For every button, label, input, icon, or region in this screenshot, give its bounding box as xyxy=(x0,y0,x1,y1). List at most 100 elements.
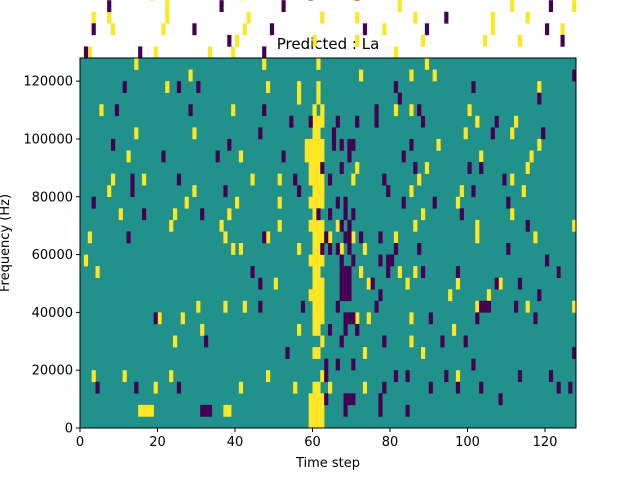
high-value-cell xyxy=(308,162,313,174)
high-value-cell xyxy=(312,300,317,313)
high-value-cell xyxy=(479,150,484,163)
high-value-cell xyxy=(142,173,147,186)
low-value-cell xyxy=(153,312,158,325)
low-value-cell xyxy=(479,381,484,394)
low-value-cell xyxy=(572,69,577,82)
low-value-cell xyxy=(494,115,499,128)
high-value-cell xyxy=(359,266,364,278)
high-value-cell xyxy=(312,277,317,290)
high-value-cell xyxy=(223,231,228,244)
high-value-cell xyxy=(308,393,313,406)
low-value-cell xyxy=(382,381,387,394)
high-value-cell xyxy=(459,185,464,198)
low-value-cell xyxy=(459,208,464,221)
low-value-cell xyxy=(556,381,561,394)
high-value-cell xyxy=(382,23,387,36)
high-value-cell xyxy=(312,173,317,186)
high-value-cell xyxy=(316,347,321,359)
high-value-cell xyxy=(355,312,360,325)
high-value-cell xyxy=(312,289,317,302)
low-value-cell xyxy=(479,300,484,313)
high-value-cell xyxy=(312,393,317,406)
high-value-cell xyxy=(514,115,519,128)
high-value-cell xyxy=(560,23,565,36)
high-value-cell xyxy=(328,381,333,394)
high-value-cell xyxy=(335,219,340,232)
low-value-cell xyxy=(339,138,344,151)
high-value-cell xyxy=(312,104,317,117)
low-value-cell xyxy=(207,404,213,417)
high-value-cell xyxy=(312,185,317,198)
low-value-cell xyxy=(308,115,313,128)
high-value-cell xyxy=(312,243,317,255)
high-value-cell xyxy=(316,196,321,209)
low-value-cell xyxy=(471,358,476,371)
high-value-cell xyxy=(223,404,228,417)
low-value-cell xyxy=(483,300,488,313)
high-value-cell xyxy=(157,312,162,325)
low-value-cell xyxy=(320,162,325,174)
low-value-cell xyxy=(297,185,302,198)
low-value-cell xyxy=(324,393,329,406)
low-value-cell xyxy=(525,219,530,232)
high-value-cell xyxy=(165,0,170,13)
high-value-cell xyxy=(83,254,89,267)
chart-title: Predicted : La xyxy=(277,35,380,53)
low-value-cell xyxy=(176,81,182,93)
y-tick-label: 100000 xyxy=(23,132,73,147)
low-value-cell xyxy=(339,266,344,278)
low-value-cell xyxy=(401,150,406,163)
low-value-cell xyxy=(192,23,197,36)
low-value-cell xyxy=(471,185,476,198)
high-value-cell xyxy=(510,0,515,13)
high-value-cell xyxy=(316,150,321,163)
high-value-cell xyxy=(227,208,232,221)
high-value-cell xyxy=(537,138,542,151)
low-value-cell xyxy=(467,162,472,174)
low-value-cell xyxy=(514,300,519,313)
high-value-cell xyxy=(316,381,321,394)
high-value-cell xyxy=(533,231,538,244)
low-value-cell xyxy=(440,335,445,348)
high-value-cell xyxy=(393,231,399,244)
low-value-cell xyxy=(347,138,352,151)
x-tick-label: 80 xyxy=(382,435,399,450)
high-value-cell xyxy=(312,138,317,151)
high-value-cell xyxy=(355,34,360,47)
high-value-cell xyxy=(362,381,368,394)
high-value-cell xyxy=(572,300,577,313)
high-value-cell xyxy=(355,11,360,24)
low-value-cell xyxy=(494,277,499,290)
high-value-cell xyxy=(320,312,325,325)
high-value-cell xyxy=(366,277,371,290)
low-value-cell xyxy=(475,312,480,325)
high-value-cell xyxy=(277,173,282,186)
low-value-cell xyxy=(335,358,340,371)
high-value-cell xyxy=(328,231,333,244)
low-value-cell xyxy=(351,358,356,371)
low-value-cell xyxy=(386,254,391,267)
low-value-cell xyxy=(463,335,468,348)
low-value-cell xyxy=(378,231,383,244)
high-value-cell xyxy=(316,219,321,232)
low-value-cell xyxy=(405,370,410,383)
high-value-cell xyxy=(409,104,414,117)
high-value-cell xyxy=(297,81,302,93)
high-value-cell xyxy=(320,300,325,313)
low-value-cell xyxy=(328,323,333,336)
high-value-cell xyxy=(145,404,151,417)
low-value-cell xyxy=(188,104,193,117)
plot-frame xyxy=(79,57,577,429)
high-value-cell xyxy=(312,231,317,244)
low-value-cell xyxy=(471,81,476,93)
high-value-cell xyxy=(312,219,317,232)
high-value-cell xyxy=(320,277,325,290)
low-value-cell xyxy=(262,46,267,59)
low-value-cell xyxy=(289,115,294,128)
high-value-cell xyxy=(238,381,244,394)
high-value-cell xyxy=(273,277,278,290)
low-value-cell xyxy=(444,11,449,24)
low-value-cell xyxy=(335,196,340,209)
low-value-cell xyxy=(328,173,333,186)
low-value-cell xyxy=(347,393,352,406)
